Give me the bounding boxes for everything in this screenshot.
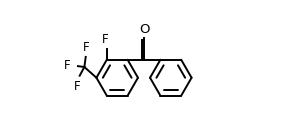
Text: F: F	[82, 41, 89, 54]
Text: O: O	[139, 23, 149, 36]
Text: F: F	[102, 33, 109, 46]
Text: F: F	[64, 59, 71, 72]
Text: F: F	[74, 80, 80, 93]
